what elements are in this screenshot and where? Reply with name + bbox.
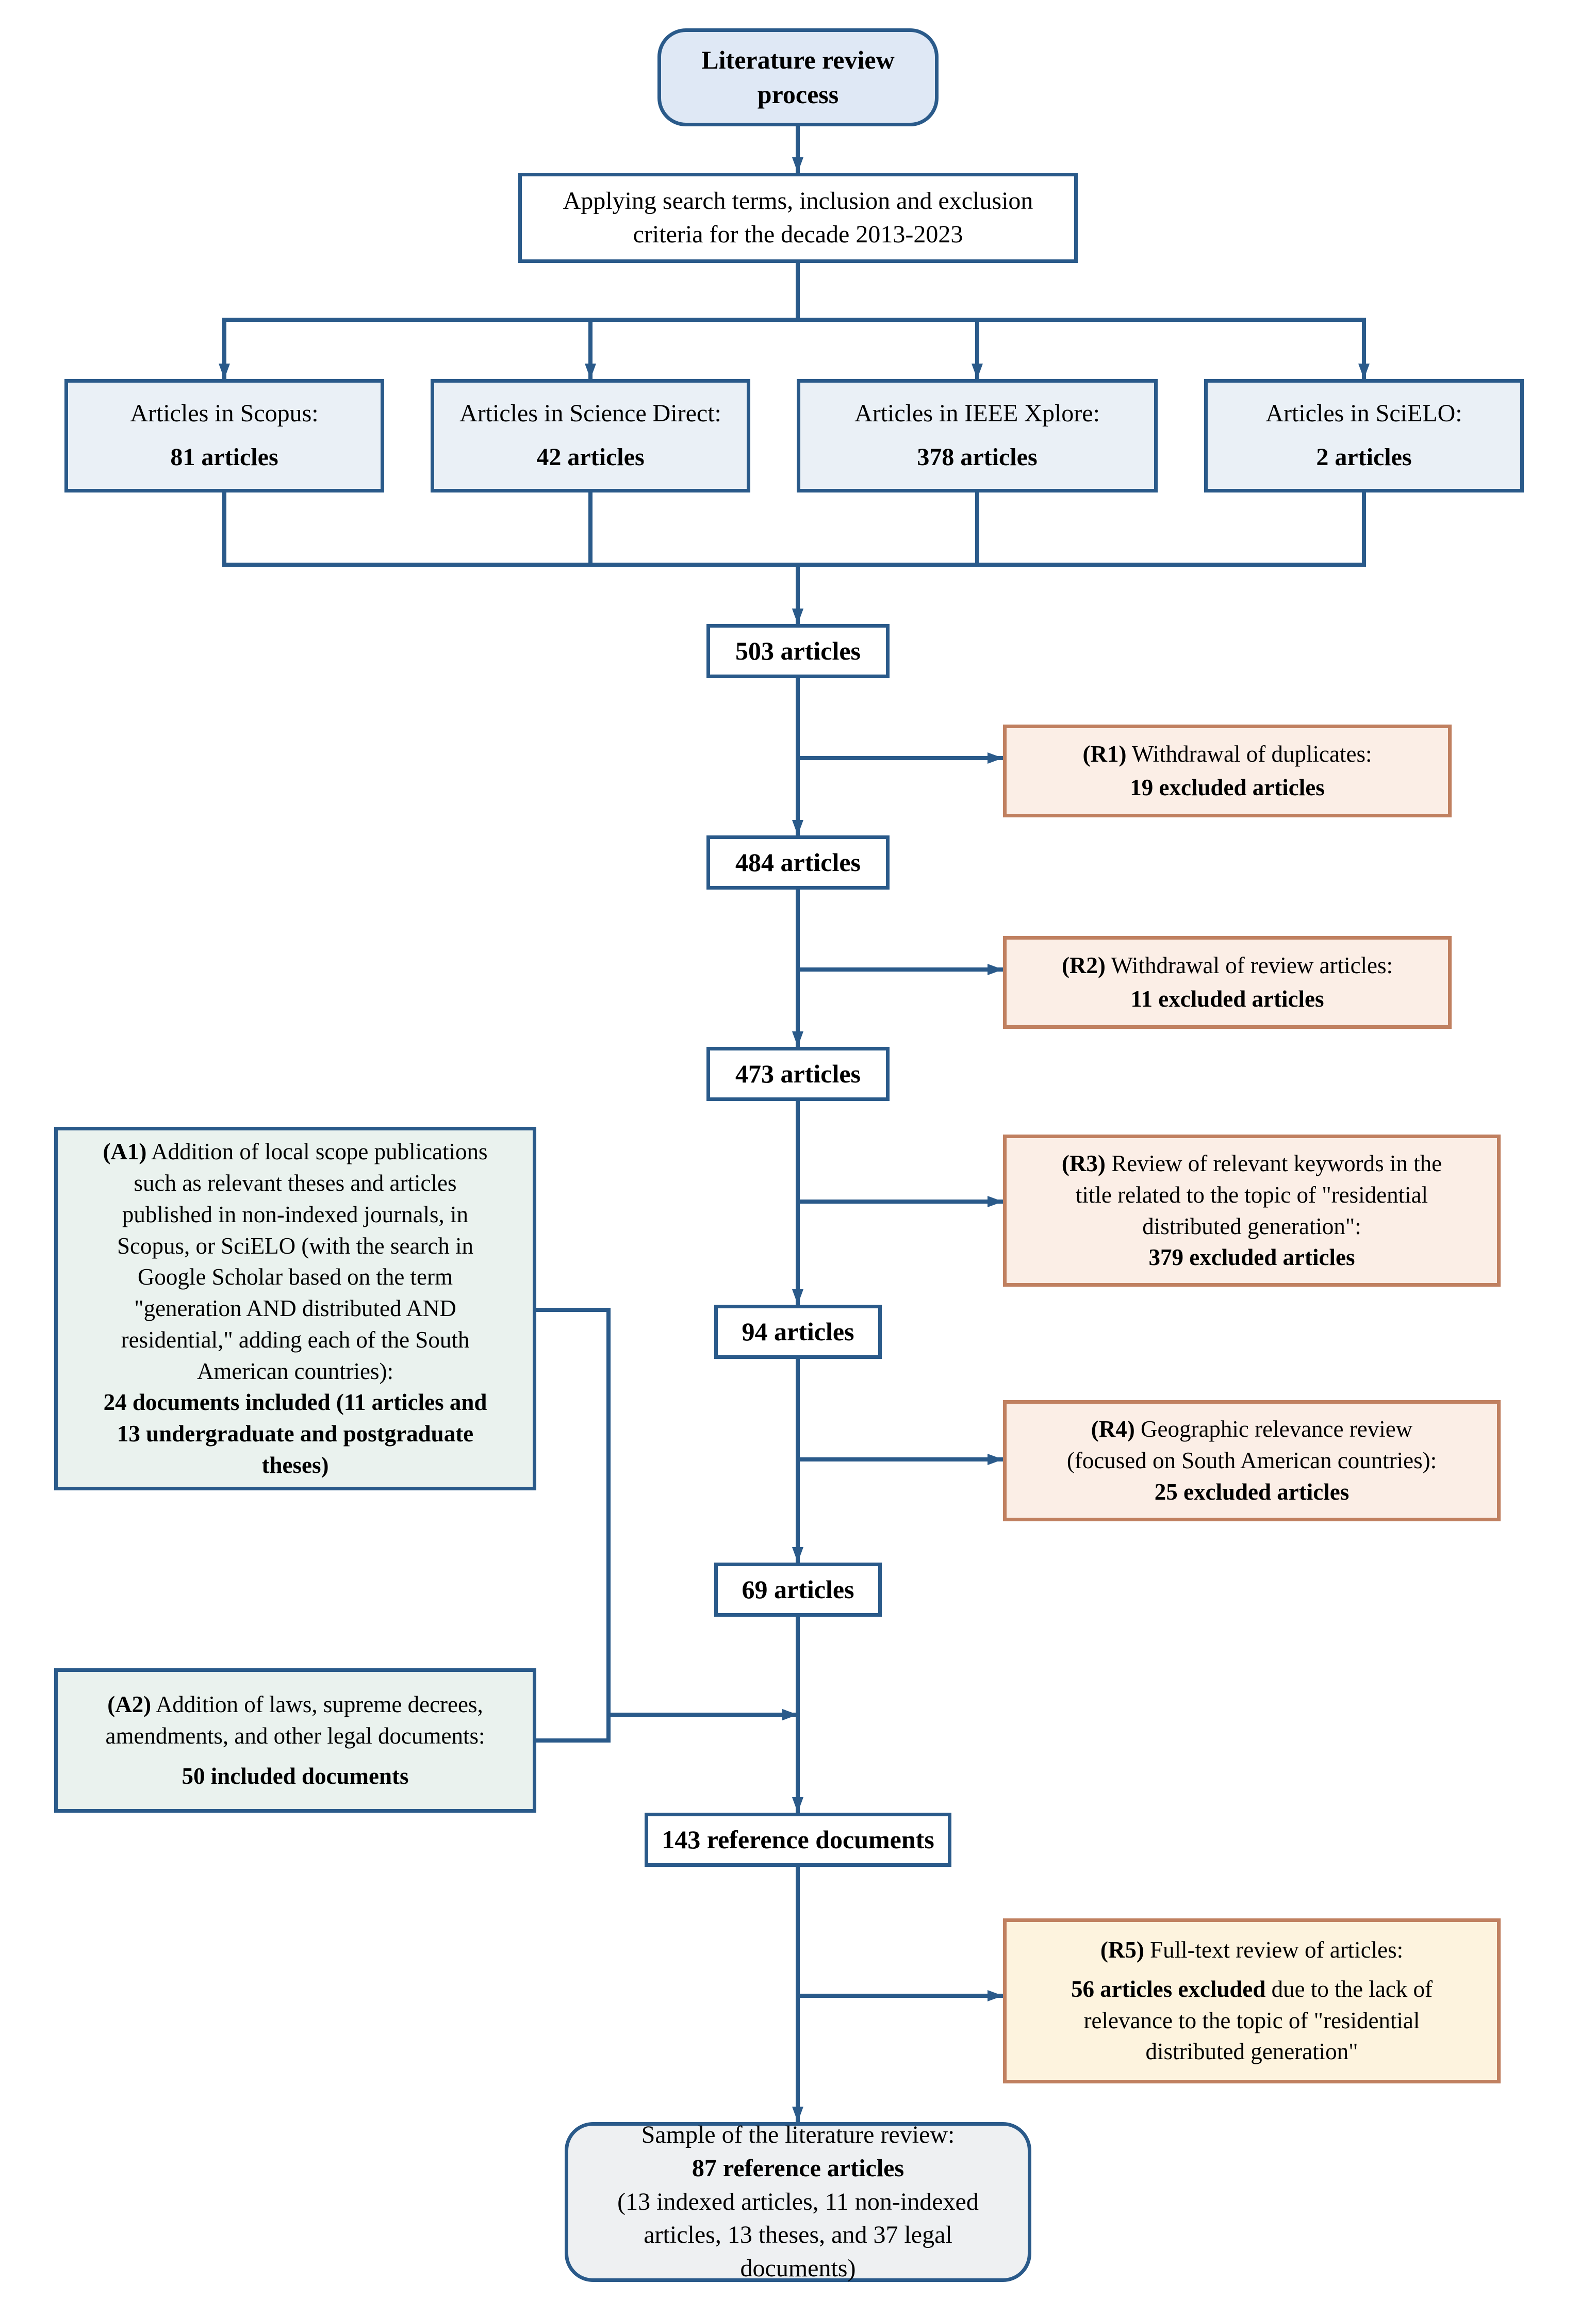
r-label-l1: Geographic relevance review [1135, 1416, 1412, 1442]
node-title: Literature review process [657, 28, 939, 126]
node-a1: (A1) Addition of local scope publication… [54, 1127, 536, 1490]
r-code: (R3) [1062, 1151, 1106, 1176]
a1-l1: such as relevant theses and articles [134, 1170, 456, 1196]
a1-b0: 24 documents included (11 articles and [104, 1389, 487, 1415]
r-tail-l1: due to the lack of [1272, 1976, 1433, 2002]
r-bold: 11 excluded articles [1131, 983, 1324, 1015]
r-bold: 19 excluded articles [1130, 772, 1324, 803]
count-text: 143 reference documents [662, 1822, 934, 1858]
r-code: (R5) [1100, 1937, 1144, 1963]
r-code: (R2) [1062, 952, 1106, 978]
r-code: (R1) [1083, 741, 1127, 767]
a1-l6: residential," adding each of the South [121, 1327, 470, 1353]
r-label: Withdrawal of review articles: [1106, 952, 1393, 978]
r-tail-l3: distributed generation" [1145, 2039, 1358, 2064]
count-text: 69 articles [742, 1572, 854, 1607]
r-bold: 56 articles excluded [1071, 1976, 1272, 2002]
node-count-484: 484 articles [706, 835, 890, 890]
flowchart-canvas: Literature review process Applying searc… [0, 0, 1596, 2316]
final-line3b: articles, 13 theses, and 37 legal docume… [644, 2221, 952, 2282]
node-title-line2: process [758, 77, 838, 112]
final-line3a: (13 indexed articles, 11 non‑indexed [617, 2188, 979, 2215]
a1-l4: Google Scholar based on the term [138, 1264, 453, 1290]
a1-l3: Scopus, or SciELO (with the search in [117, 1233, 473, 1259]
r-label-l2: title related to the topic of "residenti… [1076, 1182, 1428, 1208]
a1-b1: 13 undergraduate and postgraduate [117, 1421, 473, 1447]
node-count-503: 503 articles [706, 624, 890, 678]
node-final: Sample of the literature review: 87 refe… [565, 2122, 1031, 2282]
db-label: Articles in IEEE Xplore: [854, 397, 1100, 431]
r-bold: 25 excluded articles [1155, 1476, 1349, 1508]
node-count-473: 473 articles [706, 1047, 890, 1101]
node-r2: (R2) Withdrawal of review articles: 11 e… [1003, 936, 1452, 1029]
a2-l1: amendments, and other legal documents: [105, 1723, 485, 1749]
node-r1: (R1) Withdrawal of duplicates: 19 exclud… [1003, 725, 1452, 817]
count-text: 94 articles [742, 1315, 854, 1350]
a-code: (A1) [103, 1139, 146, 1164]
count-text: 473 articles [735, 1057, 861, 1092]
r-bold: 379 excluded articles [1149, 1242, 1355, 1273]
node-db-scopus: Articles in Scopus: 81 articles [64, 379, 384, 492]
node-criteria-line2: criteria for the decade 2013‑2023 [633, 218, 963, 252]
db-label: Articles in Scopus: [130, 397, 318, 431]
final-line1: Sample of the literature review: [641, 2118, 955, 2152]
a1-l0: Addition of local scope publications [146, 1139, 487, 1164]
r-label: Withdrawal of duplicates: [1126, 741, 1372, 767]
count-text: 484 articles [735, 845, 861, 880]
node-db-sciencedirect: Articles in Science Direct: 42 articles [431, 379, 750, 492]
node-criteria-line1: Applying search terms, inclusion and exc… [563, 185, 1033, 218]
node-r5: (R5) Full‑text review of articles: 56 ar… [1003, 1918, 1501, 2083]
a1-b2: theses) [262, 1452, 329, 1478]
a2-l0: Addition of laws, supreme decrees, [151, 1691, 483, 1717]
a1-l7: American countries): [197, 1358, 393, 1384]
db-count: 378 articles [917, 441, 1037, 474]
node-count-143: 143 reference documents [645, 1813, 951, 1867]
a-code: (A2) [107, 1691, 151, 1717]
db-label: Articles in SciELO: [1265, 397, 1462, 431]
node-a2: (A2) Addition of laws, supreme decrees, … [54, 1668, 536, 1813]
r-tail-l2: relevance to the topic of "residential [1084, 2008, 1420, 2033]
r-label-l3: distributed generation": [1142, 1213, 1361, 1239]
node-r3: (R3) Review of relevant keywords in the … [1003, 1135, 1501, 1287]
final-bold: 87 reference articles [692, 2152, 904, 2186]
node-count-94: 94 articles [714, 1305, 882, 1359]
r-code: (R4) [1091, 1416, 1135, 1442]
db-count: 81 articles [170, 441, 278, 474]
node-criteria: Applying search terms, inclusion and exc… [518, 173, 1078, 263]
a1-l2: published in non‑indexed journals, in [122, 1202, 468, 1227]
node-db-scielo: Articles in SciELO: 2 articles [1204, 379, 1524, 492]
node-r4: (R4) Geographic relevance review (focuse… [1003, 1400, 1501, 1521]
node-count-69: 69 articles [714, 1563, 882, 1617]
db-count: 2 articles [1316, 441, 1411, 474]
r-label: Full‑text review of articles: [1144, 1937, 1403, 1963]
r-label-l1: Review of relevant keywords in the [1106, 1151, 1442, 1176]
db-count: 42 articles [536, 441, 644, 474]
node-title-line1: Literature review [701, 43, 894, 78]
a2-bold: 50 included documents [182, 1761, 408, 1792]
r-label-l2: (focused on South American countries): [1067, 1448, 1437, 1473]
node-db-ieee: Articles in IEEE Xplore: 378 articles [797, 379, 1158, 492]
db-label: Articles in Science Direct: [459, 397, 721, 431]
count-text: 503 articles [735, 634, 861, 669]
a1-l5: "generation AND distributed AND [134, 1295, 456, 1321]
